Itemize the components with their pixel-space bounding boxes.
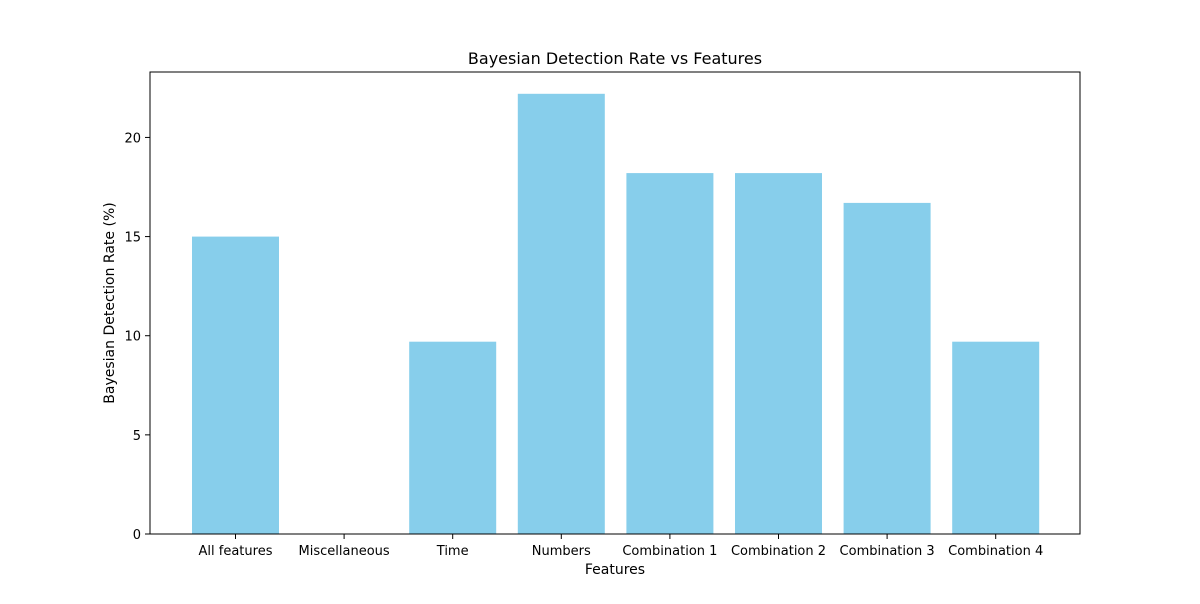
y-tick-label: 15 <box>124 231 141 246</box>
y-axis: 0 5 10 15 20 <box>124 131 150 543</box>
bar-combination-1 <box>626 173 714 534</box>
x-tick-label: Numbers <box>532 544 591 559</box>
x-tick-label: Combination 3 <box>840 544 935 559</box>
x-axis: All features Miscellaneous Time Numbers Comb… <box>199 534 1043 559</box>
plot-frame <box>149 71 1081 535</box>
chart-title: Bayesian Detection Rate vs Features <box>468 49 762 68</box>
x-tick-label: Time <box>436 544 469 559</box>
x-tick-label: Combination 4 <box>948 544 1043 559</box>
y-tick-label: 20 <box>124 131 141 146</box>
bar-time <box>409 341 497 534</box>
y-tick-label: 5 <box>133 429 141 444</box>
y-tick-label: 0 <box>133 528 141 543</box>
bar-numbers <box>517 93 605 535</box>
x-tick-label: All features <box>199 544 273 559</box>
bar-combination-2 <box>735 173 822 534</box>
x-tick-label: Combination 2 <box>731 544 826 559</box>
y-tick-label: 10 <box>124 330 141 345</box>
x-tick-label: Combination 1 <box>622 544 717 559</box>
y-axis-label: Bayesian Detection Rate (%) <box>102 202 118 403</box>
bar-all-features <box>192 236 279 534</box>
bars-layer <box>192 93 1040 535</box>
bar-combination-4 <box>952 341 1040 534</box>
x-axis-label: Features <box>585 562 645 578</box>
bar-combination-3 <box>843 202 931 534</box>
x-tick-label: Miscellaneous <box>299 544 390 559</box>
